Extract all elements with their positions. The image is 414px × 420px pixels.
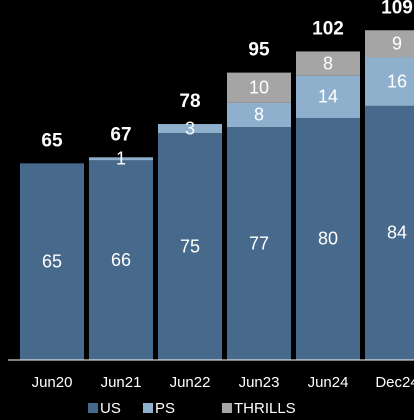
legend-label: PS — [155, 400, 175, 417]
value-label: 75 — [180, 236, 200, 256]
bar-segment — [296, 117, 360, 361]
total-label: 67 — [110, 124, 131, 145]
value-label: 3 — [185, 118, 195, 138]
total-label: 65 — [41, 130, 63, 151]
legend-swatch — [88, 403, 98, 413]
x-tick-label: Jun20 — [32, 374, 73, 391]
bar-segment — [89, 157, 153, 161]
x-tick-label: Dec24 — [375, 374, 414, 391]
value-label: 84 — [387, 223, 407, 243]
value-label: 14 — [318, 87, 338, 107]
bar-segment — [158, 124, 222, 134]
bar-segment — [227, 72, 291, 103]
x-tick-label: Jun21 — [101, 374, 142, 391]
x-tick-label: Jun22 — [170, 374, 211, 391]
bar-segment — [227, 102, 291, 128]
bar-segment — [227, 127, 291, 360]
total-label: 78 — [179, 91, 200, 112]
legend-swatch — [143, 403, 153, 413]
bar-segment — [158, 133, 222, 360]
bar-segment — [365, 30, 414, 58]
value-label: 80 — [318, 229, 338, 249]
total-label: 102 — [312, 18, 344, 39]
bar-segment — [296, 75, 360, 118]
value-label: 77 — [249, 233, 269, 253]
bar-segment — [296, 51, 360, 76]
value-label: 8 — [323, 53, 333, 73]
value-label: 66 — [111, 250, 131, 270]
bar-segment — [365, 57, 414, 106]
legend-label: US — [100, 400, 121, 417]
value-label: 9 — [392, 34, 402, 54]
value-label: 8 — [254, 105, 264, 125]
bar-segment — [89, 160, 153, 360]
value-label: 16 — [387, 71, 407, 91]
value-label: 65 — [42, 251, 62, 271]
total-label: 95 — [248, 40, 270, 61]
legend-swatch — [222, 403, 232, 413]
value-label: 1 — [116, 149, 126, 169]
bar-segment — [365, 105, 414, 360]
bar-segment — [20, 163, 84, 360]
x-tick-label: Jun23 — [239, 374, 280, 391]
value-label: 10 — [249, 77, 269, 97]
x-tick-label: Jun24 — [308, 374, 349, 391]
legend-label: THRILLS — [234, 400, 296, 417]
total-label: 109 — [381, 0, 413, 18]
